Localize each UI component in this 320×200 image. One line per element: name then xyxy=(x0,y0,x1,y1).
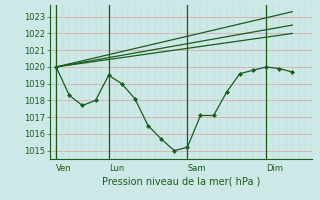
Text: Sam: Sam xyxy=(188,164,206,173)
Text: Pression niveau de la mer( hPa ): Pression niveau de la mer( hPa ) xyxy=(102,177,260,187)
Text: Lun: Lun xyxy=(109,164,124,173)
Text: Ven: Ven xyxy=(56,164,72,173)
Text: Dim: Dim xyxy=(266,164,283,173)
